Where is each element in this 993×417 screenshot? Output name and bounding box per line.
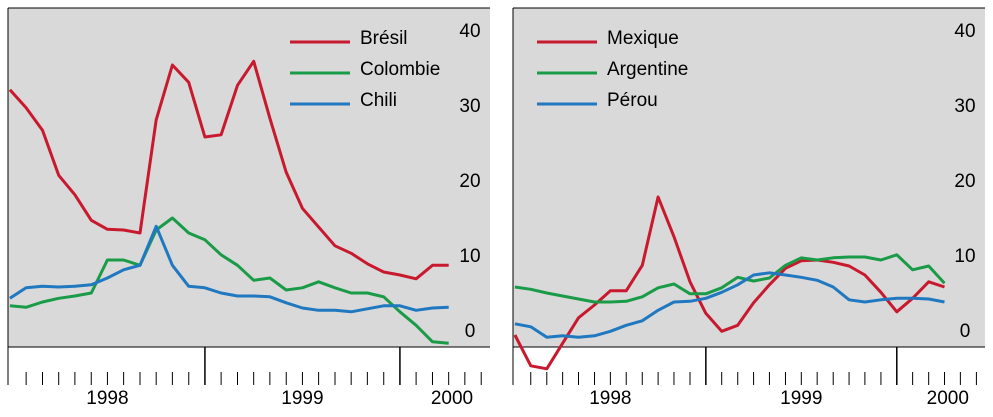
x-tick-label: 2000 xyxy=(431,388,473,409)
data-line xyxy=(513,195,945,371)
data-line xyxy=(514,271,945,339)
y-tick-label: 0 xyxy=(465,321,476,342)
legend-label: Colombie xyxy=(360,59,440,80)
y-tick-label: 0 xyxy=(960,321,971,342)
plot-background xyxy=(513,8,985,347)
y-tick-label: 30 xyxy=(954,96,975,117)
data-line xyxy=(9,224,449,314)
x-tick-label: 2000 xyxy=(927,388,969,409)
legend-label: Brésil xyxy=(360,28,408,49)
y-tick-label: 10 xyxy=(459,246,480,267)
plot-background xyxy=(8,8,490,347)
y-tick-label: 20 xyxy=(954,171,975,192)
legend-label: Pérou xyxy=(607,90,658,111)
legend-label: Chili xyxy=(360,90,397,111)
y-tick-label: 30 xyxy=(459,96,480,117)
data-line xyxy=(514,253,946,304)
x-tick-label: 1999 xyxy=(281,388,323,409)
y-tick-label: 40 xyxy=(954,21,975,42)
x-tick-label: 1999 xyxy=(780,388,822,409)
y-tick-label: 40 xyxy=(459,21,480,42)
x-tick-label: 1998 xyxy=(86,388,128,409)
data-line xyxy=(9,216,449,345)
legend-label: Argentine xyxy=(607,59,688,80)
data-line xyxy=(8,59,449,281)
y-tick-label: 10 xyxy=(954,246,975,267)
x-tick-label: 1998 xyxy=(589,388,631,409)
y-tick-label: 20 xyxy=(459,171,480,192)
legend-label: Mexique xyxy=(607,28,679,49)
